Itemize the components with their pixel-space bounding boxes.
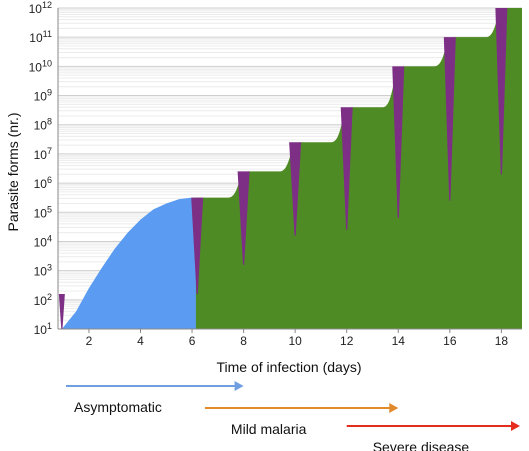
phase-label: Severe disease [373,439,470,451]
y-tick-label: 106 [34,175,52,191]
rupture-spikes [58,8,508,329]
phase-arrow-head [389,403,399,413]
y-tick-label: 103 [34,263,52,279]
blood-stage-area [195,8,522,329]
rupture-spike [289,142,302,236]
y-tick-base: 10 [34,90,48,104]
y-tick-exponent: 3 [47,263,52,273]
y-tick-base: 10 [34,177,48,191]
x-tick-label: 10 [288,334,302,348]
x-tick-label: 4 [137,334,144,348]
y-tick-base: 10 [34,119,48,133]
rupture-spike [392,66,405,219]
y-tick-base: 10 [34,323,48,337]
x-tick-label: 2 [86,334,93,348]
y-tick-label: 101 [34,321,52,337]
x-tick-label: 8 [240,334,247,348]
rupture-spike [495,8,508,175]
y-tick-label: 107 [34,146,52,162]
disease-phases: Asymptomatic Mild malaria Severe disease [66,381,520,451]
phase-arrow-head [234,381,244,391]
y-tick-label: 1010 [29,58,52,74]
y-tick-label: 1011 [29,29,52,45]
y-tick-exponent: 11 [43,29,52,39]
y-tick-exponent: 8 [47,117,52,127]
rupture-spike [191,197,204,294]
x-tick-label: 16 [443,334,457,348]
x-tick-label: 12 [340,334,354,348]
plot-areas [61,8,522,329]
x-tick-label: 14 [392,334,406,348]
y-tick-exponent: 2 [47,292,52,302]
y-tick-exponent: 1 [47,321,52,331]
y-tick-exponent: 5 [47,204,52,214]
x-tick-labels: 2 4 6 8 10 12 14 16 18 [86,329,509,348]
y-tick-base: 10 [34,235,48,249]
y-tick-exponent: 12 [42,0,52,10]
y-tick-base: 10 [34,206,48,220]
rupture-spike [340,107,353,230]
y-tick-label: 109 [34,88,52,104]
y-tick-base: 10 [34,265,48,279]
phase-label: Asymptomatic [74,399,162,415]
y-tick-base: 10 [29,60,43,74]
x-tick-label: 6 [189,334,196,348]
rupture-spike [237,171,250,265]
y-tick-label: 104 [34,233,52,249]
y-tick-label: 108 [34,117,52,133]
y-tick-exponent: 9 [47,88,52,98]
liver-stage-area [61,197,200,329]
phase-label: Mild malaria [231,421,307,437]
rupture-spike [443,37,456,201]
y-tick-base: 10 [34,294,48,308]
y-tick-exponent: 10 [42,58,52,68]
phase-arrow-head [511,421,520,431]
y-tick-label: 102 [34,292,52,308]
y-tick-label: 105 [34,204,52,220]
y-tick-label: 1012 [29,0,52,16]
y-tick-exponent: 4 [47,233,52,243]
y-tick-base: 10 [34,148,48,162]
y-tick-base: 10 [29,2,43,16]
axes [57,8,522,330]
y-axis-title: Parasite forms (nr.) [5,112,21,231]
y-tick-exponent: 6 [47,175,52,185]
y-tick-exponent: 7 [47,146,52,156]
y-tick-base: 10 [29,31,43,45]
x-tick-label: 18 [495,334,509,348]
rupture-spike [58,293,65,329]
x-axis-title: Time of infection (days) [217,359,362,375]
